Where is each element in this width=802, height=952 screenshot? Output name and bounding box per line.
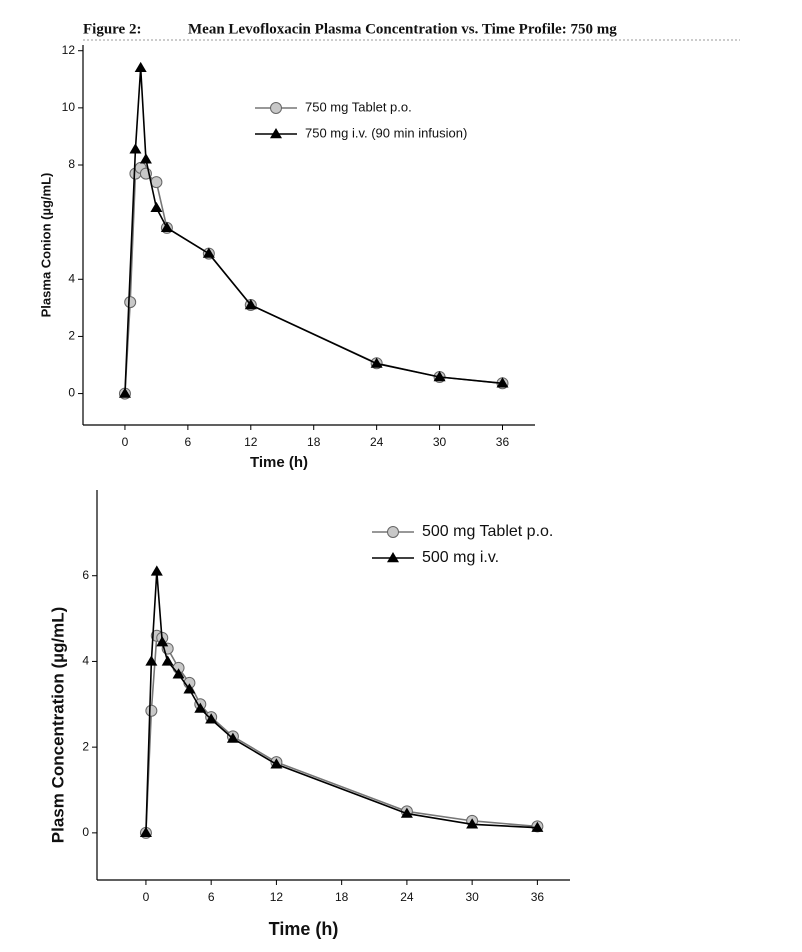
y-tick-label: 10	[62, 100, 76, 114]
x-tick-label: 6	[185, 435, 192, 449]
marker-triangle	[139, 153, 152, 164]
x-tick-label: 30	[465, 890, 479, 904]
y-tick-label: 2	[82, 739, 89, 753]
marker-triangle	[244, 299, 257, 310]
x-tick-label: 12	[270, 890, 284, 904]
y-tick-label: 8	[68, 157, 75, 171]
figure-title: Mean Levofloxacin Plasma Concentration v…	[188, 21, 617, 37]
marker-triangle	[150, 565, 163, 576]
x-tick-label: 18	[307, 435, 321, 449]
legend-marker	[270, 102, 282, 114]
series-line	[124, 67, 503, 394]
marker-triangle	[270, 758, 283, 769]
legend-label: 750 mg Tablet p.o.	[305, 99, 412, 114]
marker-circle	[150, 176, 163, 189]
marker-triangle	[134, 61, 147, 73]
x-tick-label: 24	[370, 435, 384, 449]
marker-triangle	[129, 143, 142, 154]
marker-triangle	[466, 818, 479, 829]
marker-triangle	[400, 807, 413, 818]
y-tick-label: 0	[82, 825, 89, 839]
marker-triangle	[370, 357, 383, 368]
x-tick-label: 30	[433, 435, 447, 449]
legend-marker	[387, 552, 399, 563]
marker-triangle	[145, 655, 158, 666]
x-tick-label: 0	[143, 890, 150, 904]
y-tick-label: 4	[68, 271, 75, 285]
marker-triangle	[161, 655, 174, 666]
marker-triangle	[183, 683, 196, 694]
y-tick-label: 6	[82, 568, 89, 582]
legend-marker	[270, 128, 282, 139]
y-tick-label: 0	[68, 386, 75, 400]
legend-label: 750 mg i.v. (90 min infusion)	[305, 125, 467, 140]
x-tick-label: 36	[496, 435, 510, 449]
marker-triangle	[205, 713, 218, 724]
marker-triangle	[156, 636, 169, 647]
legend-marker	[387, 526, 399, 538]
marker-triangle	[433, 371, 446, 382]
y-axis-title: Plasma Conion (µg/mL)	[38, 173, 53, 318]
x-axis-title: Time (h)	[269, 919, 339, 939]
x-tick-label: 12	[244, 435, 258, 449]
marker-circle	[145, 704, 158, 717]
marker-triangle	[150, 201, 163, 213]
x-tick-label: 24	[400, 890, 414, 904]
x-tick-label: 18	[335, 890, 349, 904]
marker-triangle	[172, 668, 185, 679]
x-axis-title: Time (h)	[250, 454, 308, 471]
x-tick-label: 0	[122, 435, 129, 449]
x-tick-label: 36	[531, 890, 545, 904]
legend-label: 500 mg i.v.	[422, 549, 499, 566]
marker-triangle	[118, 387, 131, 398]
marker-triangle	[160, 221, 173, 233]
figure-label: Figure 2:	[83, 21, 141, 37]
y-tick-label: 2	[68, 329, 75, 343]
y-tick-label: 4	[82, 654, 89, 668]
marker-triangle	[226, 732, 239, 743]
marker-triangle	[139, 826, 152, 838]
marker-circle	[124, 296, 137, 309]
y-tick-label: 12	[62, 43, 76, 57]
x-tick-label: 6	[208, 890, 215, 904]
series-line	[124, 166, 503, 394]
y-axis-title: Plasm Concentration (µg/mL)	[48, 607, 67, 843]
series-line	[145, 634, 538, 833]
marker-triangle	[496, 377, 509, 388]
marker-triangle	[202, 247, 215, 258]
series-line	[145, 571, 538, 833]
legend-label: 500 mg Tablet p.o.	[422, 523, 553, 540]
marker-triangle	[194, 702, 207, 713]
marker-triangle	[531, 821, 544, 832]
